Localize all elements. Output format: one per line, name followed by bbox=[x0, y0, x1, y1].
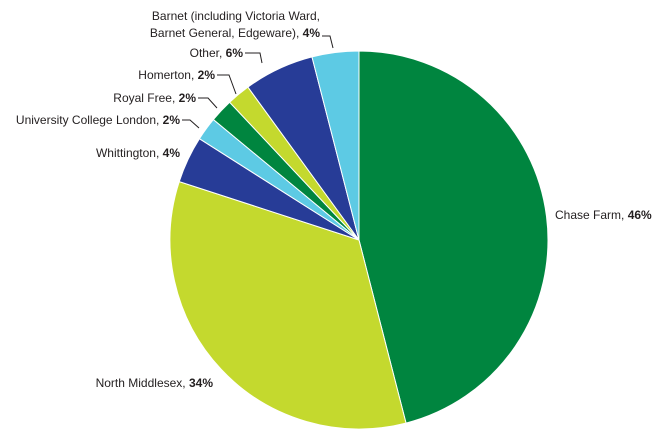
data-label-other: Other, 6% bbox=[190, 46, 244, 60]
data-label-royal-free: Royal Free, 2% bbox=[113, 91, 196, 105]
leader-line-royal-free bbox=[198, 97, 218, 109]
data-label-whittington: Whittington, 4% bbox=[96, 146, 180, 160]
pie-slices bbox=[169, 50, 549, 430]
slice-labels: Chase Farm, 46% North Middlesex, 34% Whitt… bbox=[16, 9, 652, 390]
data-label-homerton: Homerton, 2% bbox=[138, 68, 215, 82]
leader-line-other bbox=[245, 52, 263, 64]
data-label-chase-farm: Chase Farm, 46% bbox=[555, 208, 652, 222]
pie-slice-barnet bbox=[311, 50, 360, 241]
leader-line-homerton bbox=[217, 74, 237, 95]
data-label-north-middlesex: North Middlesex, 34% bbox=[96, 376, 214, 390]
label-leaders bbox=[182, 35, 334, 129]
pie-slice-north-middlesex bbox=[169, 180, 407, 430]
data-label-university-college-london: University College London, 2% bbox=[16, 113, 180, 127]
data-label-barnet: Barnet (including Victoria Ward, Barnet G… bbox=[150, 9, 320, 40]
pie-slice-chase-farm bbox=[358, 50, 549, 424]
leader-line-barnet bbox=[322, 35, 334, 49]
leader-line-university-college-london bbox=[182, 119, 200, 129]
